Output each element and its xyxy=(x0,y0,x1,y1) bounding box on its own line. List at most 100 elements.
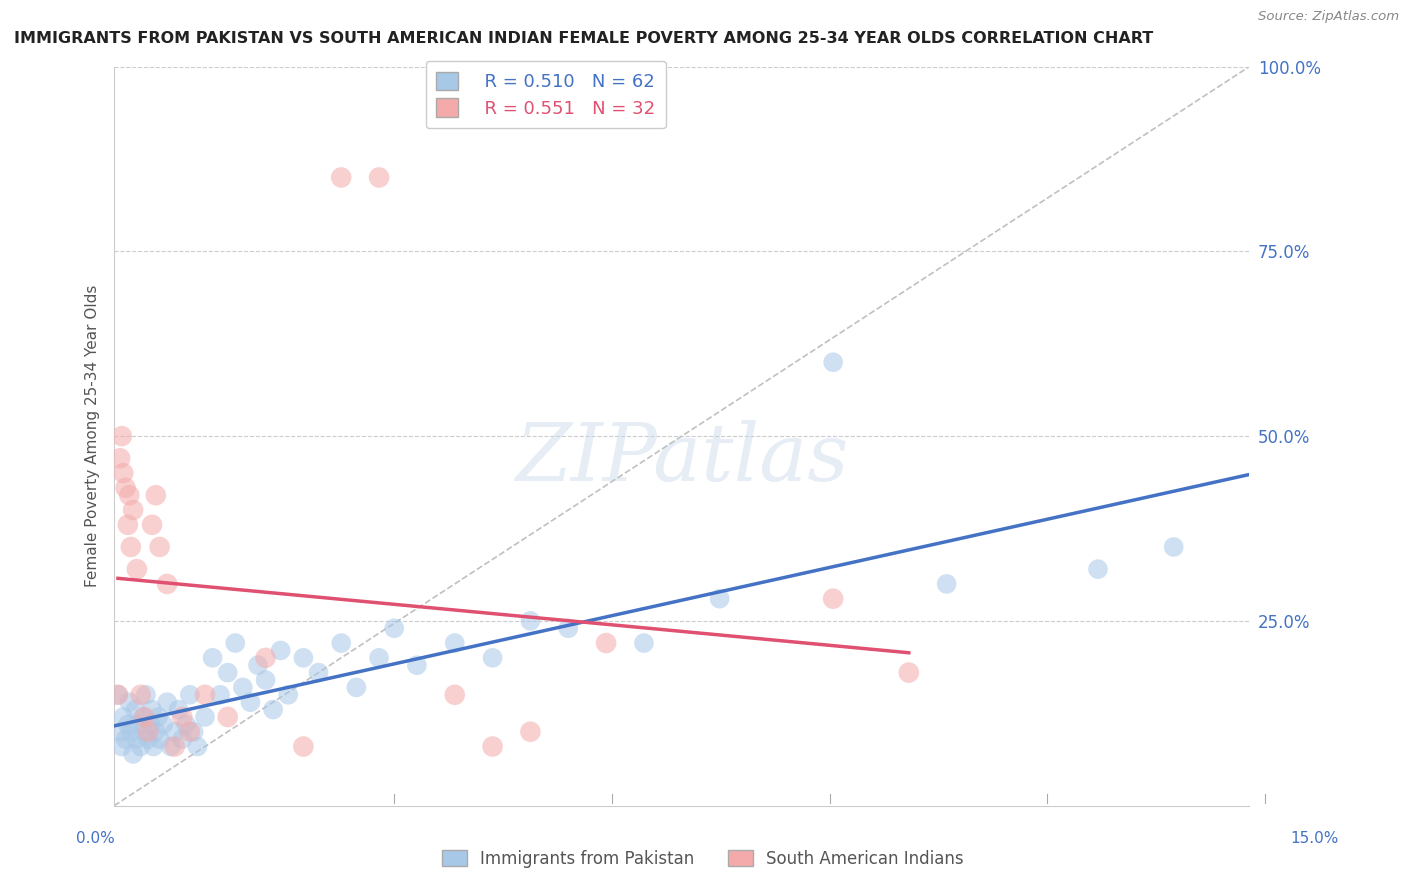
Point xyxy=(120,724,142,739)
Point xyxy=(114,732,136,747)
Point xyxy=(124,702,146,716)
Point xyxy=(897,665,920,680)
Point xyxy=(110,724,132,739)
Point xyxy=(443,636,465,650)
Point xyxy=(160,739,183,754)
Point xyxy=(382,621,405,635)
Point xyxy=(117,717,139,731)
Point xyxy=(149,540,172,554)
Text: 15.0%: 15.0% xyxy=(1291,831,1339,846)
Point xyxy=(145,724,167,739)
Point xyxy=(125,732,148,747)
Point xyxy=(129,688,152,702)
Text: Source: ZipAtlas.com: Source: ZipAtlas.com xyxy=(1258,10,1399,22)
Point xyxy=(823,591,845,606)
Text: 0.0%: 0.0% xyxy=(76,831,115,846)
Point xyxy=(179,688,201,702)
Point xyxy=(344,681,367,695)
Point xyxy=(270,643,292,657)
Point xyxy=(122,747,145,761)
Point xyxy=(481,650,503,665)
Legend: Immigrants from Pakistan, South American Indians: Immigrants from Pakistan, South American… xyxy=(436,844,970,875)
Point xyxy=(129,739,152,754)
Point xyxy=(194,688,217,702)
Point xyxy=(163,724,186,739)
Point xyxy=(232,681,254,695)
Point xyxy=(519,724,541,739)
Point xyxy=(443,688,465,702)
Point xyxy=(146,710,169,724)
Point xyxy=(277,688,299,702)
Point xyxy=(163,739,186,754)
Point xyxy=(633,636,655,650)
Point xyxy=(308,665,330,680)
Point xyxy=(292,739,315,754)
Point xyxy=(254,673,277,687)
Point xyxy=(149,732,172,747)
Point xyxy=(172,710,194,724)
Point xyxy=(519,614,541,628)
Text: ZIPatlas: ZIPatlas xyxy=(515,419,849,497)
Point xyxy=(224,636,246,650)
Point xyxy=(174,717,197,731)
Point xyxy=(107,688,129,702)
Point xyxy=(292,650,315,665)
Point xyxy=(145,488,167,502)
Point xyxy=(136,732,159,747)
Point xyxy=(709,591,731,606)
Point xyxy=(152,717,174,731)
Point xyxy=(122,503,145,517)
Point xyxy=(1087,562,1109,576)
Point xyxy=(111,739,134,754)
Point xyxy=(595,636,617,650)
Point xyxy=(111,429,134,443)
Point xyxy=(406,658,429,673)
Point xyxy=(194,710,217,724)
Point xyxy=(141,702,163,716)
Point xyxy=(262,702,284,716)
Point xyxy=(132,710,155,724)
Point xyxy=(142,739,165,754)
Point xyxy=(481,739,503,754)
Point xyxy=(217,710,239,724)
Point xyxy=(172,732,194,747)
Point xyxy=(209,688,232,702)
Point xyxy=(125,562,148,576)
Point xyxy=(330,170,353,185)
Text: IMMIGRANTS FROM PAKISTAN VS SOUTH AMERICAN INDIAN FEMALE POVERTY AMONG 25-34 YEA: IMMIGRANTS FROM PAKISTAN VS SOUTH AMERIC… xyxy=(14,31,1153,46)
Point xyxy=(120,540,142,554)
Point xyxy=(134,724,156,739)
Point xyxy=(186,739,208,754)
Point xyxy=(217,665,239,680)
Point xyxy=(136,724,159,739)
Y-axis label: Female Poverty Among 25-34 Year Olds: Female Poverty Among 25-34 Year Olds xyxy=(86,285,100,587)
Point xyxy=(117,517,139,532)
Point xyxy=(141,517,163,532)
Point xyxy=(156,695,179,709)
Point xyxy=(114,481,136,495)
Point xyxy=(368,650,391,665)
Point xyxy=(239,695,262,709)
Point xyxy=(1163,540,1185,554)
Point xyxy=(112,710,135,724)
Point xyxy=(246,658,269,673)
Point xyxy=(823,355,845,369)
Point xyxy=(156,577,179,591)
Point xyxy=(118,695,141,709)
Point xyxy=(135,688,157,702)
Point xyxy=(201,650,224,665)
Point xyxy=(179,724,201,739)
Point xyxy=(118,488,141,502)
Point xyxy=(112,466,135,480)
Point xyxy=(254,650,277,665)
Point xyxy=(557,621,579,635)
Point xyxy=(167,702,190,716)
Point xyxy=(368,170,391,185)
Point xyxy=(935,577,957,591)
Point xyxy=(139,717,162,731)
Point xyxy=(134,710,156,724)
Point xyxy=(183,724,205,739)
Point xyxy=(110,451,132,466)
Legend:   R = 0.510   N = 62,   R = 0.551   N = 32: R = 0.510 N = 62, R = 0.551 N = 32 xyxy=(426,61,665,128)
Point xyxy=(107,688,129,702)
